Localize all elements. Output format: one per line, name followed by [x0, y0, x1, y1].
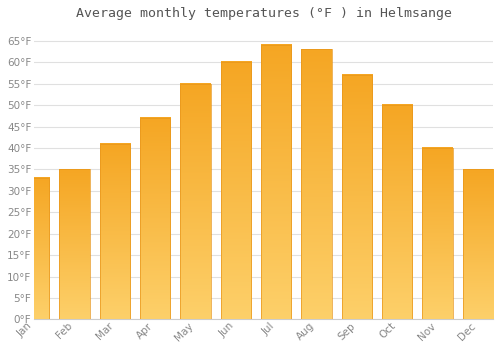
Bar [19, 178, 49, 320]
Bar [342, 75, 372, 320]
Bar [342, 75, 372, 320]
Bar [100, 144, 130, 320]
Title: Average monthly temperatures (°F ) in Helmsange: Average monthly temperatures (°F ) in He… [76, 7, 452, 20]
Bar [140, 118, 170, 320]
Bar [463, 169, 493, 320]
Bar [19, 178, 49, 320]
Bar [261, 45, 292, 320]
Bar [302, 49, 332, 320]
Bar [382, 105, 412, 320]
Bar [180, 84, 210, 320]
Bar [422, 148, 452, 320]
Bar [220, 62, 251, 320]
Bar [463, 169, 493, 320]
Bar [302, 49, 332, 320]
Bar [60, 169, 90, 320]
Bar [261, 45, 292, 320]
Bar [422, 148, 452, 320]
Bar [382, 105, 412, 320]
Bar [180, 84, 210, 320]
Bar [140, 118, 170, 320]
Bar [220, 62, 251, 320]
Bar [100, 144, 130, 320]
Bar [60, 169, 90, 320]
